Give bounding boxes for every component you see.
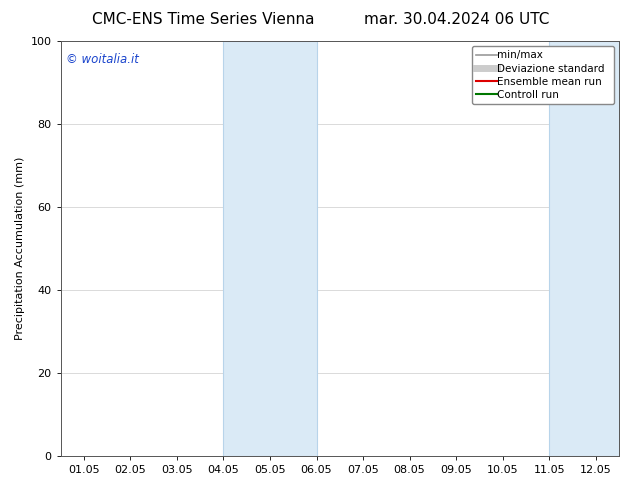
Text: mar. 30.04.2024 06 UTC: mar. 30.04.2024 06 UTC (364, 12, 549, 27)
Bar (549, 41, 621, 456)
Y-axis label: Precipitation Accumulation (mm): Precipitation Accumulation (mm) (15, 157, 25, 340)
Text: CMC-ENS Time Series Vienna: CMC-ENS Time Series Vienna (92, 12, 314, 27)
Bar (223, 41, 316, 456)
Text: © woitalia.it: © woitalia.it (66, 53, 139, 67)
Legend: min/max, Deviazione standard, Ensemble mean run, Controll run: min/max, Deviazione standard, Ensemble m… (472, 46, 614, 104)
